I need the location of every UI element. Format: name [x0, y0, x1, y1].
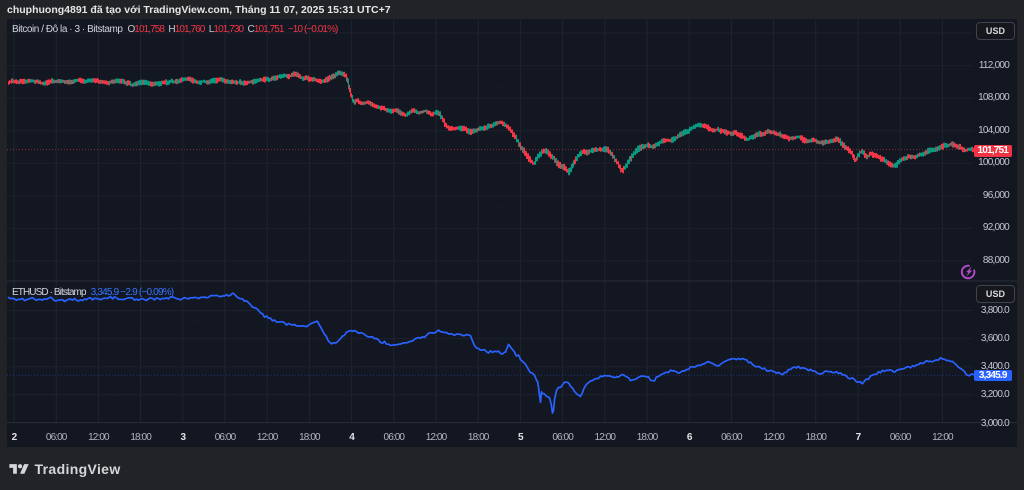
svg-text:chuphuong4891 đã tạo với Tradi: chuphuong4891 đã tạo với TradingView.com… [9, 204, 665, 209]
svg-text:chuphuong4891 đã tạo với Tradi: chuphuong4891 đã tạo với TradingView.com… [9, 90, 665, 95]
svg-text:chuphuong4891 đã tạo với Tradi: chuphuong4891 đã tạo với TradingView.com… [9, 313, 665, 318]
svg-text:chuphuong4891 đã tạo với Tradi: chuphuong4891 đã tạo với TradingView.com… [9, 319, 665, 324]
svg-text:chuphuong4891 đã tạo với Tradi: chuphuong4891 đã tạo với TradingView.com… [9, 386, 665, 391]
svg-text:chuphuong4891 đã tạo với Tradi: chuphuong4891 đã tạo với TradingView.com… [9, 210, 665, 215]
svg-text:chuphuong4891 đã tạo với Tradi: chuphuong4891 đã tạo với TradingView.com… [9, 392, 665, 397]
